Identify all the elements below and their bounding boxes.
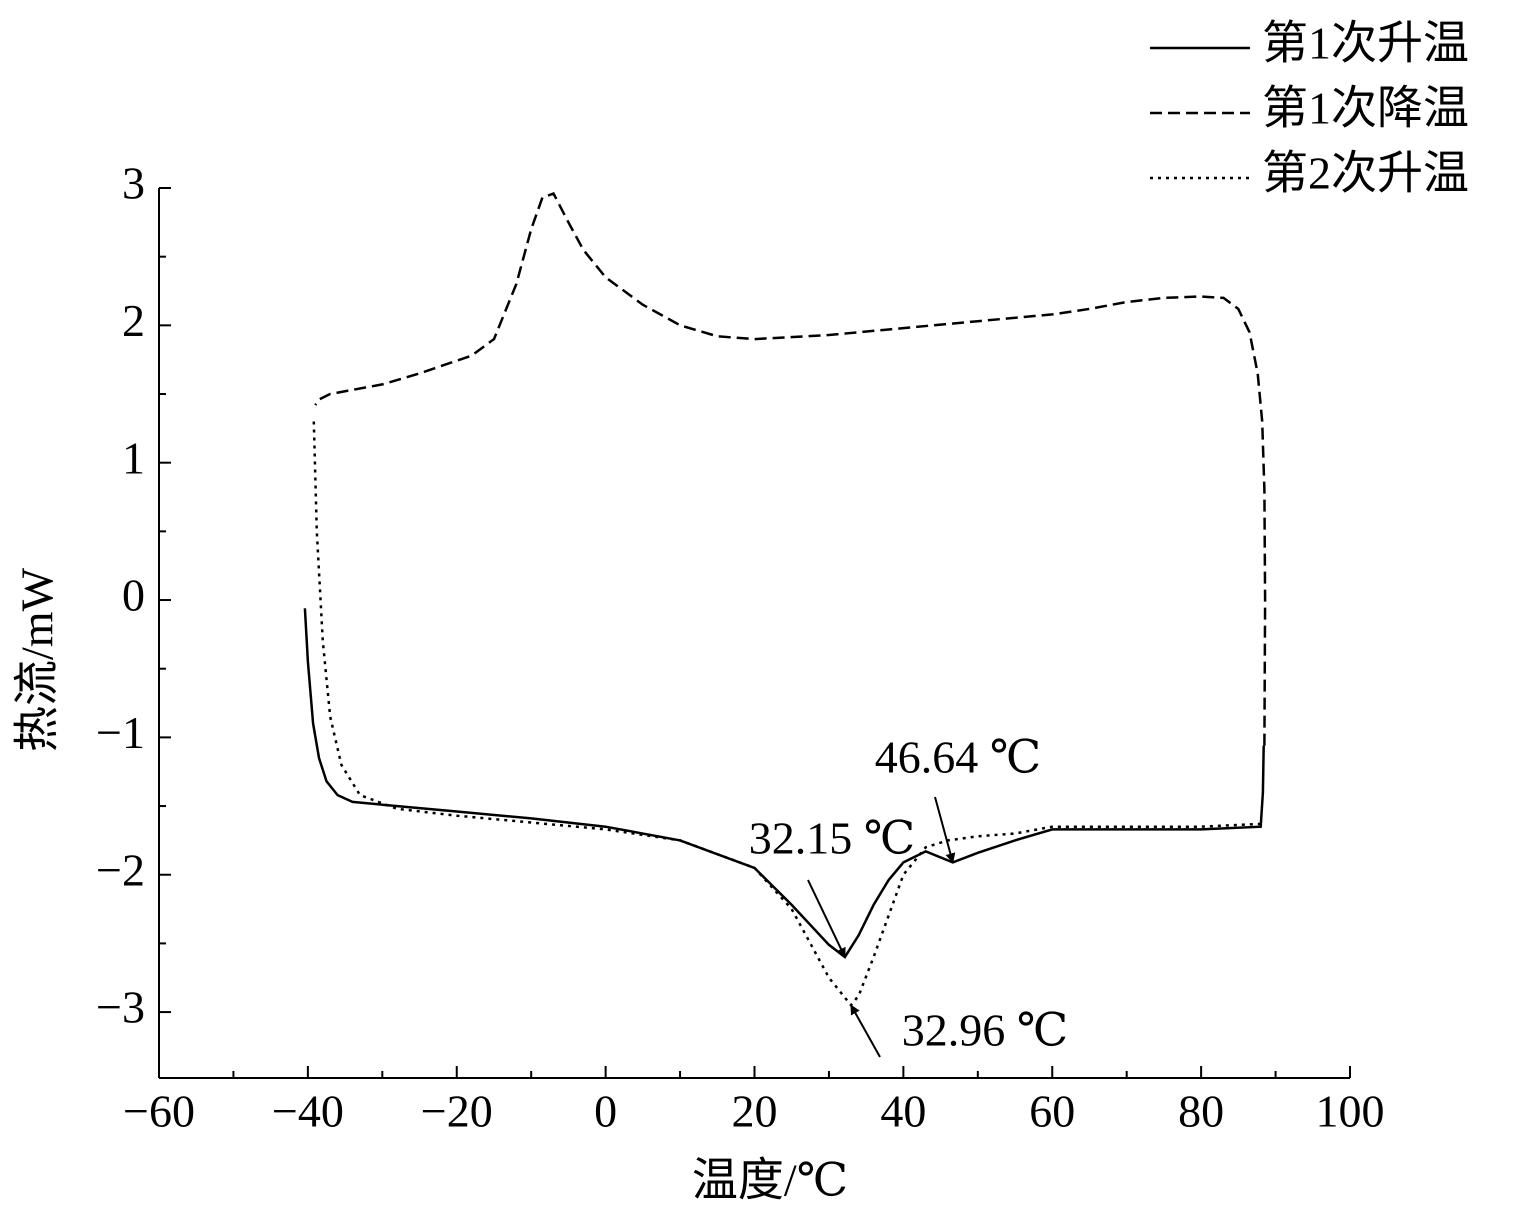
y-tick-label: 1 [122,432,145,483]
y-tick-label: −2 [96,844,145,895]
y-tick-label: 0 [122,570,145,621]
y-tick-label: −3 [96,982,145,1033]
x-tick-label: 60 [1029,1086,1075,1137]
x-tick-label: −40 [272,1086,344,1137]
series-line [314,191,1267,746]
legend-label: 第1次升温 [1262,18,1469,69]
annotation-arrow [934,796,956,864]
y-tick-label: 3 [122,158,145,209]
x-tick-label: 40 [880,1086,926,1137]
series-line [303,608,1265,959]
y-tick-label: −1 [96,707,145,758]
annotation-arrow [850,1004,881,1058]
series-line [312,421,1261,1008]
x-axis-label: 温度/℃ [692,1155,848,1206]
y-tick-label: 2 [122,295,145,346]
legend-label: 第1次降温 [1262,83,1469,134]
annotation: 32.96 ℃ [902,1005,1068,1056]
annotation: 32.15 ℃ [749,813,915,864]
y-axis-label: 热流/mW [12,567,63,752]
x-tick-label: 100 [1316,1086,1385,1137]
x-tick-label: 0 [594,1086,617,1137]
annotation-arrow [807,879,846,959]
x-tick-label: 80 [1178,1086,1224,1137]
legend-label: 第2次升温 [1262,148,1469,199]
x-tick-label: 20 [732,1086,778,1137]
annotation: 46.64 ℃ [875,732,1041,783]
x-tick-label: −60 [123,1086,195,1137]
x-tick-label: −20 [421,1086,493,1137]
